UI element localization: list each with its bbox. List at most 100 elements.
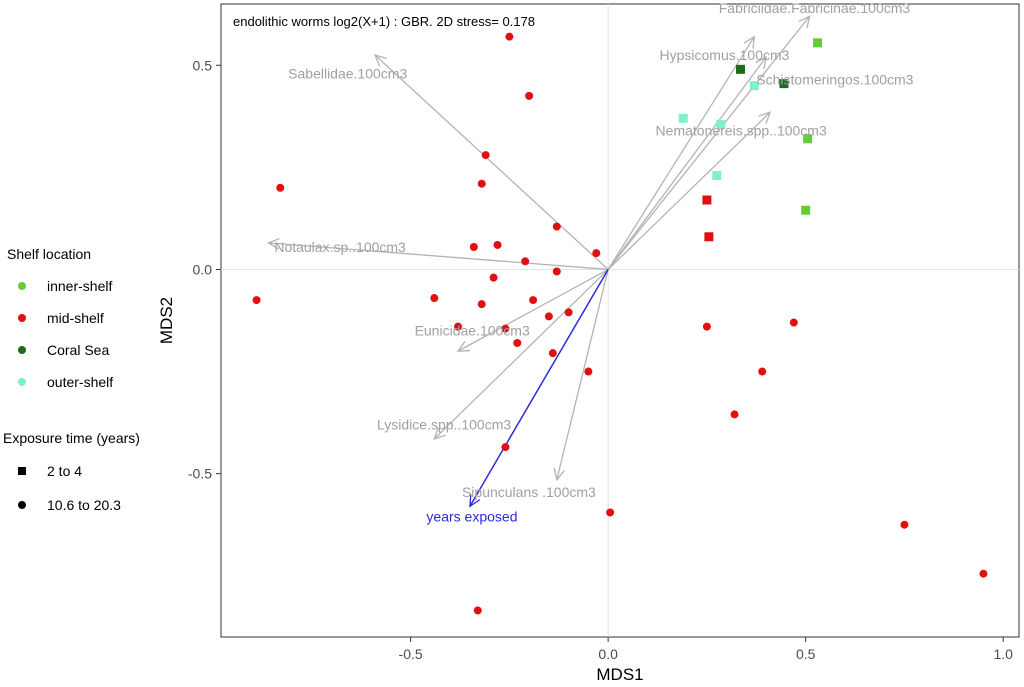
vector-line xyxy=(433,268,609,440)
data-point-square xyxy=(712,171,722,181)
vector-line xyxy=(374,54,609,270)
vector-line xyxy=(607,36,755,270)
y-axis-title: MDS2 xyxy=(157,297,176,344)
data-point-circle xyxy=(584,367,593,376)
data-point-circle xyxy=(501,324,510,333)
data-point-circle xyxy=(505,32,514,41)
data-point-square xyxy=(803,134,813,144)
vector-label: Fabriciidae.Fabricinae.100cm3 xyxy=(719,0,911,16)
legend-label: 2 to 4 xyxy=(47,463,82,479)
x-axis-title: MDS1 xyxy=(596,665,643,684)
legend-label: 10.6 to 20.3 xyxy=(47,497,121,513)
legend-key-circle xyxy=(18,501,26,509)
data-point-circle xyxy=(489,273,498,282)
legend-label: outer-shelf xyxy=(47,374,113,390)
vector-labels: Fabriciidae.Fabricinae.100cm3 Hypsicomus.… xyxy=(274,0,913,524)
chart-title: endolithic worms log2(X+1) : GBR. 2D str… xyxy=(233,14,535,29)
data-point-circle xyxy=(758,367,767,376)
data-point-circle xyxy=(900,520,909,529)
vector-label: Eunicidae.100cm3 xyxy=(415,323,530,339)
data-point-square xyxy=(779,79,789,89)
data-point-circle xyxy=(525,91,534,100)
vector-line xyxy=(556,269,609,480)
vector-label: Lysidice.spp..100cm3 xyxy=(377,417,511,433)
data-point-circle xyxy=(513,338,522,347)
vector-label: Notaulax.sp..100cm3 xyxy=(274,239,406,255)
data-point-square xyxy=(702,195,712,205)
vector-arrowhead xyxy=(743,35,756,49)
data-point-circle xyxy=(544,312,553,321)
x-axis-ticks: -0.5 0.0 0.5 1.0 xyxy=(399,637,1013,662)
data-point-square xyxy=(813,38,823,48)
data-points xyxy=(252,32,988,615)
y-axis-ticks: -0.5 0.0 0.5 xyxy=(188,57,221,482)
vector-arrowhead xyxy=(433,427,446,440)
data-point-circle xyxy=(252,296,261,305)
vector-label: Sabellidae.100cm3 xyxy=(288,65,407,81)
data-point-square xyxy=(678,113,688,123)
data-point-circle xyxy=(606,508,615,517)
data-point-circle xyxy=(702,322,711,331)
data-point-circle xyxy=(430,294,439,303)
vector-label: Nematonereis.spp..100cm3 xyxy=(656,123,827,139)
data-point-circle xyxy=(469,242,478,251)
vector-arrowhead xyxy=(798,15,811,29)
data-point-circle xyxy=(454,322,463,331)
legend-key-outer-shelf xyxy=(18,378,26,386)
years-exposed-arrowhead xyxy=(469,494,481,508)
data-point-circle xyxy=(730,410,739,419)
vector-arrowhead xyxy=(266,237,280,250)
data-point-circle xyxy=(493,240,502,249)
legend-label: Coral Sea xyxy=(47,342,109,358)
data-point-square xyxy=(716,119,726,129)
x-tick-label: 0.5 xyxy=(796,646,816,662)
data-point-circle xyxy=(477,179,486,188)
legend-label: inner-shelf xyxy=(47,278,112,294)
data-point-circle xyxy=(501,443,510,452)
data-point-circle xyxy=(592,249,601,258)
data-point-circle xyxy=(477,300,486,309)
data-point-circle xyxy=(552,222,561,231)
vector-arrowhead xyxy=(755,55,768,69)
legend-key-inner-shelf xyxy=(18,282,26,290)
vector-line xyxy=(457,268,609,352)
data-point-circle xyxy=(529,296,538,305)
vector-line xyxy=(607,111,771,270)
y-tick-label: 0.0 xyxy=(193,261,213,277)
data-point-circle xyxy=(473,606,482,615)
data-point-circle xyxy=(548,349,557,358)
data-point-circle xyxy=(276,183,285,192)
x-tick-label: 1.0 xyxy=(993,646,1013,662)
species-vectors xyxy=(266,15,811,508)
legend-label: mid-shelf xyxy=(47,310,104,326)
zero-lines xyxy=(221,4,1019,637)
x-tick-label: -0.5 xyxy=(399,646,423,662)
data-point-square xyxy=(749,81,759,91)
legend-title-exposure: Exposure time (years) xyxy=(3,430,140,446)
plot-panel xyxy=(220,3,1020,638)
vector-arrowhead xyxy=(758,111,772,124)
vector-line xyxy=(268,242,609,271)
legend-key-square xyxy=(18,467,26,475)
years-exposed-label: years exposed xyxy=(426,509,517,525)
vector-label: Sipunculans .100cm3 xyxy=(462,484,596,500)
vector-arrowhead xyxy=(373,54,387,67)
vector-arrowhead xyxy=(553,467,565,482)
data-point-circle xyxy=(789,318,798,327)
legend-key-coral-sea xyxy=(18,346,26,354)
x-tick-label: 0.0 xyxy=(598,646,618,662)
data-point-circle xyxy=(979,569,988,578)
vector-line xyxy=(607,56,767,270)
data-point-circle xyxy=(552,267,561,276)
data-point-circle xyxy=(521,257,530,266)
data-point-square xyxy=(704,232,714,242)
data-point-circle xyxy=(481,151,490,160)
y-tick-label: -0.5 xyxy=(188,466,212,482)
legend-title-shelf: Shelf location xyxy=(7,246,91,262)
data-point-square xyxy=(801,205,811,215)
vector-label: Schistomeringos.100cm3 xyxy=(756,72,913,88)
vector-label: Hypsicomus.100cm3 xyxy=(660,47,790,63)
data-point-square xyxy=(735,64,745,74)
years-exposed-vector xyxy=(469,269,609,507)
y-tick-label: 0.5 xyxy=(193,57,213,73)
